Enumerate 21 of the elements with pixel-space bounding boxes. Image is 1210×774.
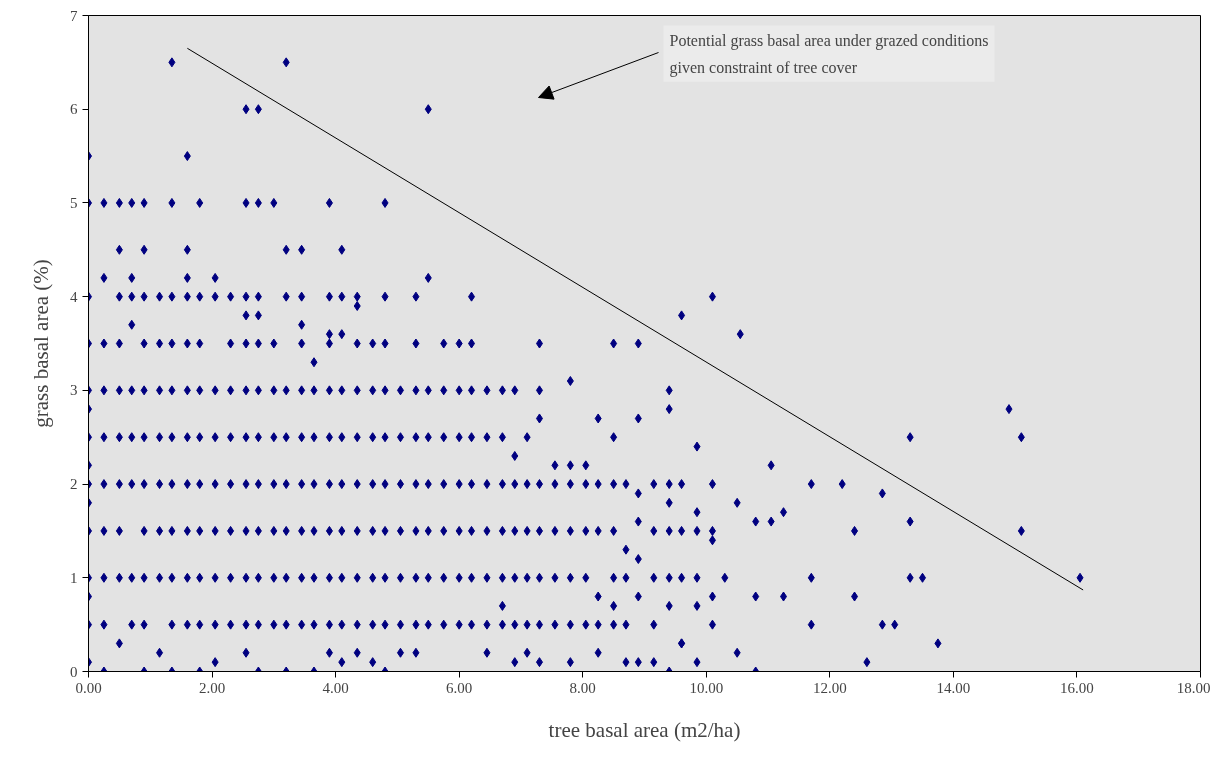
x-tick-label: 16.00 [1060,679,1094,696]
y-tick-label: 0 [70,663,78,680]
y-tick-label: 2 [70,476,78,493]
y-axis-title: grass basal area (%) [29,259,53,428]
x-tick-label: 6.00 [446,679,473,696]
y-tick-label: 7 [70,7,78,24]
y-tick-label: 1 [70,569,78,586]
x-axis-title: tree basal area (m2/ha) [548,717,741,742]
y-tick-label: 6 [70,101,78,118]
annotation: Potential grass basal area under grazed conditions given constraint of tree cover [669,31,989,77]
x-tick-label: 10.00 [689,679,724,696]
y-tick-label: 4 [70,288,78,305]
x-tick-label: 8.00 [569,679,596,696]
x-tick-label: 18.00 [1176,679,1210,696]
y-tick-label: 5 [70,194,78,211]
x-tick-label: 0.00 [75,679,102,696]
y-tick-label: 3 [70,382,78,399]
x-tick-label: 14.00 [936,679,971,696]
x-tick-label: 4.00 [322,679,349,696]
x-tick-label: 12.00 [812,679,847,696]
x-tick-label: 2.00 [198,679,226,696]
